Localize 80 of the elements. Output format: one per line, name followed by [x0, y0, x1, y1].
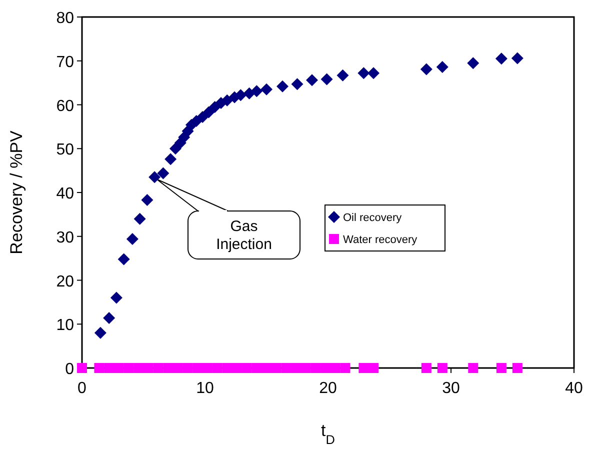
point — [300, 363, 311, 373]
y-tick-label: 40 — [56, 186, 74, 202]
point — [271, 363, 282, 373]
point — [124, 363, 134, 373]
point — [358, 363, 369, 373]
point — [134, 363, 144, 373]
point — [94, 326, 106, 339]
point — [114, 363, 124, 373]
point — [358, 67, 370, 80]
point — [320, 73, 333, 86]
point — [143, 363, 154, 373]
point — [320, 363, 331, 373]
x-tick-label: 10 — [196, 380, 214, 397]
point — [260, 83, 272, 96]
x-tick-label: 40 — [565, 380, 583, 397]
point — [141, 194, 154, 206]
point — [172, 363, 183, 373]
legend-label: Water recovery — [343, 234, 418, 246]
point — [134, 212, 146, 225]
point — [242, 363, 252, 373]
y-tick-label: 20 — [56, 273, 74, 290]
point — [163, 363, 174, 373]
point — [221, 94, 234, 106]
y-tick-label: 30 — [56, 229, 74, 246]
y-tick-label: 60 — [56, 98, 74, 115]
y-tick-label: 0 — [65, 361, 74, 378]
point — [291, 78, 304, 90]
point — [192, 363, 203, 373]
point — [368, 363, 379, 373]
point — [94, 363, 104, 373]
point — [232, 363, 242, 373]
x-axis-title: t$_{D}$ — [321, 421, 335, 446]
point — [512, 363, 522, 373]
point — [468, 363, 478, 373]
point — [495, 52, 508, 65]
y-tick-label: 10 — [56, 317, 74, 334]
y-axis-title: Recovery / %PV — [7, 130, 26, 254]
point — [420, 63, 432, 76]
point — [250, 85, 263, 98]
point — [212, 363, 222, 373]
point — [148, 171, 161, 184]
annotation: Gas Injection — [216, 218, 272, 253]
point — [182, 363, 193, 373]
x-tick-label: 0 — [78, 380, 87, 397]
point — [496, 363, 506, 373]
point — [437, 363, 448, 373]
point — [281, 363, 292, 373]
point — [202, 363, 212, 373]
point — [243, 87, 256, 100]
point — [291, 363, 302, 373]
point — [252, 363, 262, 373]
point — [164, 153, 177, 166]
point — [110, 292, 122, 304]
legend-label: Oil recovery — [343, 212, 402, 224]
x-tick-label: 30 — [442, 380, 460, 397]
point — [77, 363, 87, 373]
point — [306, 74, 318, 86]
point — [368, 67, 380, 80]
callout-box: Gas Injection — [156, 178, 300, 260]
y-tick-label: 50 — [56, 142, 74, 159]
point — [340, 363, 350, 373]
point — [310, 363, 321, 373]
point — [467, 57, 480, 70]
point — [103, 312, 116, 324]
point — [436, 61, 448, 74]
point — [202, 106, 215, 118]
point — [222, 363, 232, 373]
point — [421, 363, 432, 373]
y-tick-label: 80 — [56, 10, 74, 27]
point — [511, 52, 524, 64]
x-tick-label: 20 — [319, 380, 337, 397]
point — [157, 167, 170, 180]
point — [104, 363, 114, 373]
point — [330, 363, 340, 373]
point — [118, 253, 130, 266]
y-tick-label: 70 — [56, 54, 74, 71]
point — [153, 363, 164, 373]
point — [336, 69, 349, 82]
point — [126, 233, 138, 246]
point — [276, 80, 288, 92]
